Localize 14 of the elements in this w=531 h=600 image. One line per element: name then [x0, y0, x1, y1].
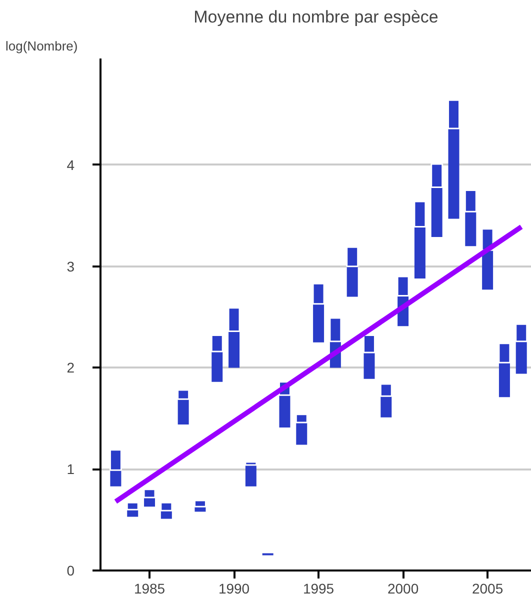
bar — [245, 465, 256, 486]
y-tick-label: 0 — [66, 562, 75, 578]
x-tick-label: 2005 — [472, 580, 504, 596]
x-tick-label: 1990 — [218, 580, 250, 596]
x-tick-label: 1985 — [134, 580, 166, 596]
y-axis-title: log(Nombre) — [6, 38, 78, 54]
bar — [194, 500, 206, 508]
x-tick-label: 2000 — [387, 580, 419, 596]
y-tick-label: 1 — [66, 461, 75, 478]
y-tick-label: 3 — [66, 258, 75, 274]
y-tick-label: 2 — [66, 360, 75, 376]
chart-title: Moyenne du nombre par espèce — [194, 8, 438, 26]
y-tick-label: 4 — [66, 156, 75, 173]
x-tick-label: 1995 — [302, 580, 334, 596]
